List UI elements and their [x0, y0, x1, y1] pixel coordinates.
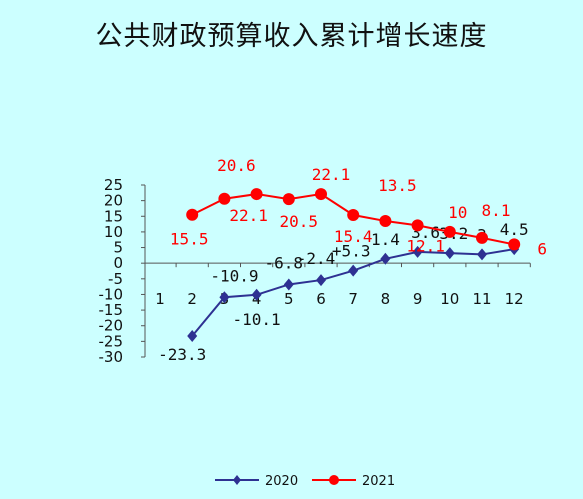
- data-point-2020: [316, 274, 326, 287]
- y-tick-label: -30: [99, 348, 124, 366]
- x-tick-label: 12: [505, 290, 524, 308]
- data-label-2021: 22.1: [312, 165, 351, 184]
- legend-label: 2021: [362, 474, 395, 489]
- data-point-2021: [379, 214, 392, 227]
- x-tick-label: 8: [381, 290, 391, 308]
- y-tick-label: 10: [104, 223, 123, 241]
- data-point-2020: [444, 247, 455, 260]
- series-2020: -23.3-10.9-10.1-6.8-2.4+5.31.43.63.234.5: [158, 220, 529, 364]
- data-point-2021: [347, 209, 360, 222]
- data-point-2021: [282, 193, 295, 206]
- data-label-2021: 20.5: [280, 212, 319, 231]
- data-label-2021: 15.4: [334, 227, 373, 246]
- data-point-2021: [508, 238, 521, 251]
- x-tick-label: 1: [155, 290, 165, 308]
- y-tick-label: -25: [99, 332, 124, 350]
- data-point-2020: [348, 264, 359, 277]
- data-label-2021: 22.1: [229, 206, 268, 225]
- data-point-2021: [411, 219, 424, 232]
- y-tick-label: 25: [104, 176, 123, 194]
- legend-label: 2020: [265, 474, 298, 489]
- legend-marker: [233, 475, 241, 485]
- x-tick-label: 10: [440, 290, 459, 308]
- data-point-2021: [186, 208, 199, 221]
- y-tick-label: 0: [113, 254, 123, 272]
- legend-item-2020: 2020: [215, 474, 298, 489]
- y-tick-label: -5: [108, 270, 123, 288]
- x-tick-label: 5: [284, 290, 294, 308]
- data-point-2021: [218, 192, 231, 205]
- data-label-2020: +5.3: [332, 242, 371, 261]
- legend-item-2021: 2021: [312, 474, 395, 489]
- x-tick-label: 11: [472, 290, 491, 308]
- data-point-2020: [219, 291, 230, 304]
- data-label-2021: 15.5: [170, 230, 209, 249]
- y-tick-label: -15: [99, 301, 124, 319]
- series-2021: 15.5 20.6 22.1 20.5 22.1 15.4 13.5 12.110 8.1 6: [170, 156, 547, 259]
- data-point-2021: [476, 231, 488, 244]
- data-label-2020: -2.4: [297, 249, 336, 268]
- data-point-2020: [412, 245, 423, 258]
- data-label-2021: 6: [537, 239, 547, 258]
- data-point-2020: [380, 252, 391, 265]
- data-point-2021: [250, 188, 263, 201]
- data-point-2020: [477, 248, 487, 261]
- y-tick-label: -20: [99, 317, 124, 335]
- data-label-2020: -10.9: [210, 266, 258, 285]
- data-label-2020: -6.8: [265, 253, 304, 272]
- data-point-2020: [187, 330, 198, 343]
- data-label-2021: 8.1: [482, 201, 511, 220]
- y-tick-label: 15: [104, 207, 123, 225]
- data-label-2020: 4.5: [500, 220, 529, 239]
- y-tick-label: -10: [99, 285, 124, 303]
- x-tick-label: 2: [187, 290, 197, 308]
- x-tick-label: 6: [316, 290, 326, 308]
- data-point-2021: [443, 225, 456, 238]
- x-tick-label: 7: [348, 290, 358, 308]
- data-label-2020: 1.4: [371, 230, 400, 249]
- data-label-2021: 10: [448, 203, 467, 222]
- data-label-2021: 12.1: [406, 236, 445, 255]
- y-tick-label: 5: [113, 239, 123, 257]
- data-point-2020: [251, 288, 262, 301]
- legend-marker: [329, 475, 339, 485]
- data-label-2021: 20.6: [217, 156, 256, 175]
- data-label-2020: -10.1: [233, 310, 281, 329]
- data-label-2020: -23.3: [158, 345, 206, 364]
- y-tick-label: 20: [104, 192, 123, 210]
- data-label-2021: 13.5: [378, 176, 417, 195]
- x-tick-label: 9: [413, 290, 423, 308]
- chart-title: 公共财政预算收入累计增长速度: [95, 21, 488, 52]
- data-point-2021: [315, 188, 327, 201]
- data-point-2020: [283, 278, 294, 291]
